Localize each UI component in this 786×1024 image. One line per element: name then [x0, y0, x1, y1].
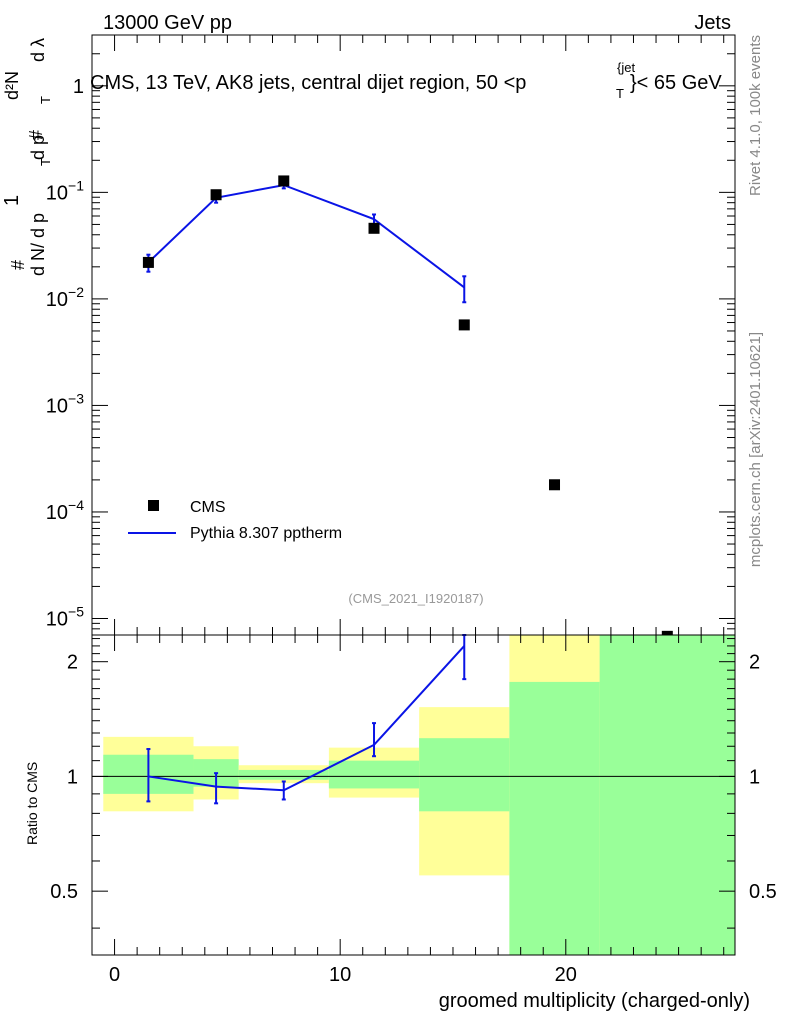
title-main: CMS, 13 TeV, AK8 jets, central dijet reg…	[90, 72, 526, 94]
main-ytick-label: 10−1	[46, 177, 84, 204]
ylabel-hash-2: #	[26, 130, 46, 140]
main-panel: 10−5 10−4 10−3 10−2 10−1 1 (CMS_2021_I1920187…	[46, 34, 736, 642]
legend: CMS Pythia 8.307 pptherm	[128, 499, 342, 542]
legend-pythia-label: Pythia 8.307 pptherm	[190, 525, 342, 542]
main-ytick-label: 10−3	[46, 390, 84, 417]
ylabel-d2n: d²N	[2, 71, 22, 100]
ylabel-dpt: d p	[28, 135, 48, 160]
main-ylabel: # 1 d N/ d p T # d²N d p T d λ	[1, 38, 53, 276]
ratio-frame	[91, 634, 736, 956]
main-frame	[91, 34, 736, 636]
ratio-ytick-label-right: 0.5	[749, 881, 777, 903]
legend-cms-marker	[148, 500, 159, 511]
cms-data-point	[368, 222, 380, 234]
ratio-xtick-label: 0	[109, 964, 120, 986]
ratio-xtick-label: 20	[555, 964, 577, 986]
ratio-xlabel: groomed multiplicity (charged-only)	[439, 990, 750, 1012]
ylabel-dlambda: d λ	[28, 38, 48, 62]
ylabel-t-sub: T	[38, 158, 53, 166]
ratio-ytick-label-left: 1	[67, 766, 78, 788]
mcplots-label: mcplots.cern.ch [arXiv:2401.10621]	[747, 332, 764, 567]
ratio-ytick-label-left: 2	[67, 652, 78, 674]
title-close: }< 65 GeV	[630, 72, 722, 94]
ylabel-t-sub-2: T	[38, 96, 53, 104]
ylabel-dn-dpt: d N/ d p	[28, 213, 48, 276]
ratio-band-green	[509, 681, 600, 955]
cms-data-point	[210, 189, 222, 201]
main-plot-area: 10−5 10−4 10−3 10−2 10−1 1	[46, 34, 735, 642]
main-ytick-label: 10−5	[46, 603, 84, 630]
title-sub: T	[616, 86, 624, 101]
ratio-ylabel: Ratio to CMS	[24, 762, 40, 845]
header-right-label: Jets	[694, 12, 731, 34]
ratio-panel: 0 10 20 0.5 0.5 1 1 2 2 Ratio to CMS groomed mul…	[24, 634, 777, 1012]
rivet-label: Rivet 4.1.0, 100k events	[747, 35, 764, 196]
ylabel-hash-1: #	[8, 260, 28, 270]
ratio-ytick-label-left: 0.5	[50, 881, 78, 903]
main-ytick-label: 10−4	[46, 497, 84, 524]
cms-data-point	[278, 175, 290, 187]
ratio-band-green	[238, 769, 329, 780]
ratio-band-green	[419, 738, 510, 812]
main-watermark: (CMS_2021_I1920187)	[348, 591, 483, 606]
ratio-ytick-label-right: 1	[749, 766, 760, 788]
ratio-band-green	[328, 760, 420, 789]
cms-data-point	[142, 256, 154, 268]
main-ytick-label: 1	[73, 76, 84, 98]
ylabel-one: 1	[1, 195, 23, 206]
ratio-ytick-label-right: 2	[749, 652, 760, 674]
ratio-band-green	[599, 635, 735, 955]
legend-cms-label: CMS	[190, 499, 226, 516]
main-ytick-label: 10−2	[46, 284, 84, 311]
ratio-xtick-label: 10	[329, 964, 351, 986]
cms-data-point	[458, 319, 470, 331]
ratio-plot-area: 0 10 20 0.5 0.5 1 1 2 2	[50, 634, 777, 986]
cms-data-point	[549, 479, 561, 491]
title-sup: {jet	[617, 60, 635, 75]
header-left-label: 13000 GeV pp	[103, 12, 232, 34]
pythia-line	[147, 184, 465, 289]
main-title: CMS, 13 TeV, AK8 jets, central dijet reg…	[90, 72, 722, 94]
